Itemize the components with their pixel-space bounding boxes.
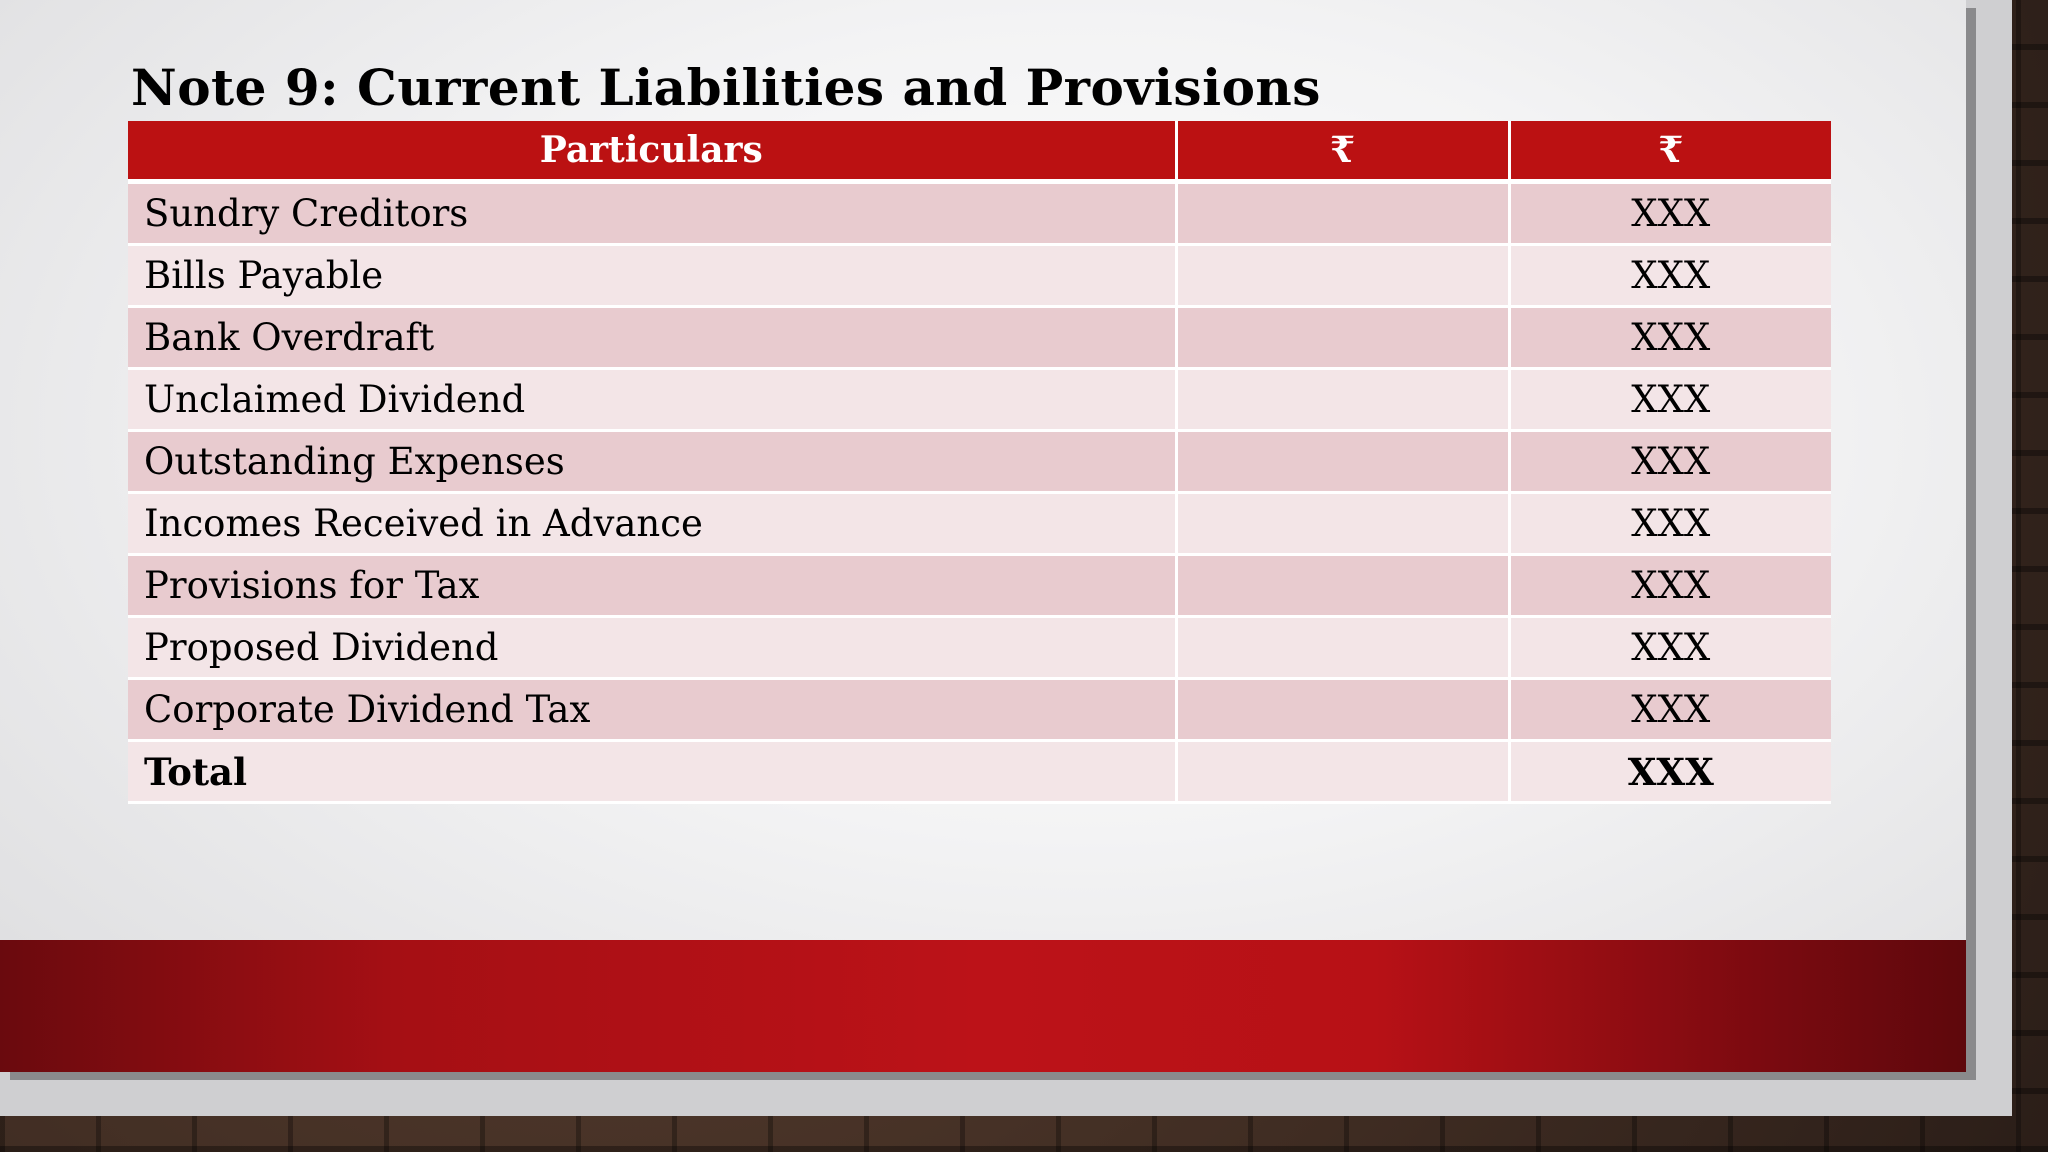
- table-row: Outstanding Expenses XXX: [128, 430, 1831, 494]
- table-total-row: Total XXX: [128, 740, 1831, 804]
- header-amount-1: ₹: [1176, 121, 1511, 184]
- row-amount-2: XXX: [1509, 430, 1831, 494]
- row-amount-2: XXX: [1509, 678, 1831, 742]
- total-label: Total: [128, 740, 1178, 804]
- row-amount-1: [1176, 616, 1511, 680]
- row-amount-2: XXX: [1509, 492, 1831, 556]
- table-row: Incomes Received in Advance XXX: [128, 492, 1831, 556]
- row-particular: Proposed Dividend: [128, 616, 1178, 680]
- row-amount-1: [1176, 306, 1511, 370]
- table-row: Sundry Creditors XXX: [128, 181, 1831, 246]
- row-particular: Outstanding Expenses: [128, 430, 1178, 494]
- row-particular: Incomes Received in Advance: [128, 492, 1178, 556]
- table-row: Proposed Dividend XXX: [128, 616, 1831, 680]
- row-particular: Bills Payable: [128, 244, 1178, 308]
- row-amount-2: XXX: [1509, 368, 1831, 432]
- header-amount-2: ₹: [1509, 121, 1831, 184]
- row-amount-2: XXX: [1509, 181, 1831, 246]
- row-amount-2: XXX: [1509, 554, 1831, 618]
- row-amount-2: XXX: [1509, 306, 1831, 370]
- row-particular: Bank Overdraft: [128, 306, 1178, 370]
- table-header-row: Particulars ₹ ₹: [128, 121, 1831, 184]
- row-particular: Provisions for Tax: [128, 554, 1178, 618]
- slide: Note 9: Current Liabilities and Provisio…: [0, 0, 1966, 1072]
- row-particular: Sundry Creditors: [128, 181, 1178, 246]
- table-row: Bank Overdraft XXX: [128, 306, 1831, 370]
- row-particular: Unclaimed Dividend: [128, 368, 1178, 432]
- row-amount-2: XXX: [1509, 616, 1831, 680]
- table-row: Bills Payable XXX: [128, 244, 1831, 308]
- footer-red-band: [0, 940, 1966, 1072]
- table-row: Provisions for Tax XXX: [128, 554, 1831, 618]
- table-row: Corporate Dividend Tax XXX: [128, 678, 1831, 742]
- row-amount-1: [1176, 368, 1511, 432]
- row-amount-1: [1176, 181, 1511, 246]
- table-row: Unclaimed Dividend XXX: [128, 368, 1831, 432]
- header-particulars: Particulars: [128, 121, 1178, 184]
- row-amount-1: [1176, 430, 1511, 494]
- row-amount-1: [1176, 244, 1511, 308]
- row-amount-1: [1176, 492, 1511, 556]
- total-amount-1: [1176, 740, 1511, 804]
- row-amount-2: XXX: [1509, 244, 1831, 308]
- total-amount-2: XXX: [1509, 740, 1831, 804]
- slide-title: Note 9: Current Liabilities and Provisio…: [131, 58, 1321, 117]
- liabilities-table: Particulars ₹ ₹ Sundry Creditors XXX Bil…: [128, 121, 1831, 804]
- row-amount-1: [1176, 554, 1511, 618]
- row-amount-1: [1176, 678, 1511, 742]
- row-particular: Corporate Dividend Tax: [128, 678, 1178, 742]
